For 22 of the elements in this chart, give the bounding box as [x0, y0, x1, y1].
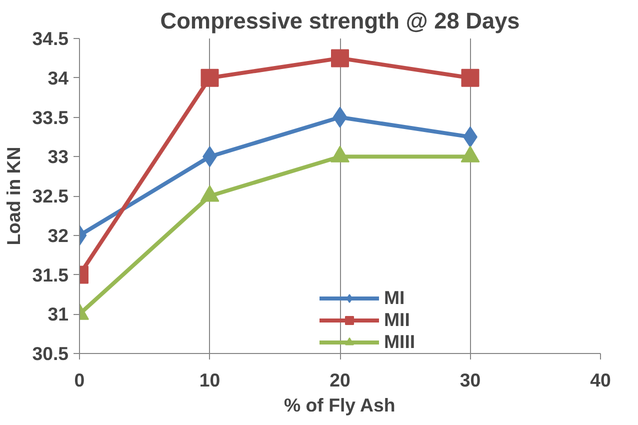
- y-tick-label: 31: [48, 304, 69, 325]
- x-axis-title: % of Fly Ash: [284, 394, 396, 416]
- point: [331, 49, 349, 68]
- y-tick-label: 32: [48, 224, 69, 246]
- point: [461, 68, 480, 87]
- y-tick-label: 31.5: [32, 264, 68, 286]
- x-tick-label: 0: [74, 370, 85, 390]
- x-tick-label: 30: [460, 370, 481, 390]
- x-tick-label: 40: [590, 370, 611, 390]
- y-tick-label: 32.5: [32, 186, 68, 206]
- y-tick-label: 34: [48, 67, 70, 88]
- legend-label: MI: [384, 287, 405, 309]
- x-tick-label: 10: [199, 370, 220, 390]
- y-tick-label: 30.5: [32, 343, 68, 364]
- legend-label: MII: [384, 309, 410, 331]
- y-tick-label: 33: [48, 146, 69, 168]
- x-tick-label: 20: [330, 370, 350, 390]
- y-axis-title: Load in KN: [3, 146, 24, 246]
- chart-title: Compressive strength @ 28 Days: [160, 8, 520, 34]
- legend-label: MIII: [384, 331, 416, 353]
- y-tick-label: 34.5: [32, 28, 68, 49]
- y-tick-label: 33.5: [32, 106, 68, 128]
